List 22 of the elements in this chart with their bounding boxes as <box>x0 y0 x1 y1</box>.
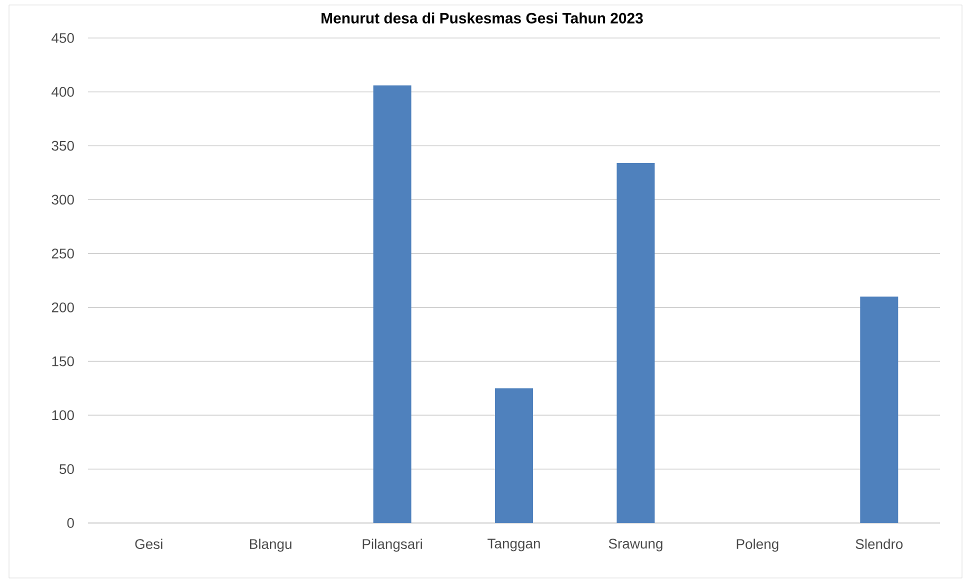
bar <box>373 85 412 523</box>
y-tick-label: 0 <box>67 518 74 528</box>
y-tick-label: 300 <box>52 194 74 205</box>
x-tick-label: Poleng <box>736 538 778 552</box>
x-tick-label: Slendro <box>856 538 903 550</box>
y-tick-label: 150 <box>52 356 74 366</box>
bar <box>860 296 898 523</box>
x-tick-label: Blangu <box>250 538 292 552</box>
y-tick-label: 50 <box>60 464 74 474</box>
y-tick-label: 450 <box>52 33 74 43</box>
y-tick-label: 100 <box>52 410 74 420</box>
y-tick-label: 350 <box>52 140 74 151</box>
y-tick-label: 200 <box>52 302 74 312</box>
chart-title: Menurut desa di Puskesmas Gesi Tahun 2023 <box>322 12 643 24</box>
x-tick-label: Pilangsari <box>362 538 422 552</box>
y-tick-label: 250 <box>52 248 74 258</box>
y-tick-label: 400 <box>52 86 74 97</box>
bar <box>616 163 655 523</box>
bar <box>495 388 534 523</box>
x-tick-label: Gesi <box>135 538 162 550</box>
x-tick-label: Srawung <box>608 538 662 552</box>
x-tick-label: Tanggan <box>488 538 540 552</box>
